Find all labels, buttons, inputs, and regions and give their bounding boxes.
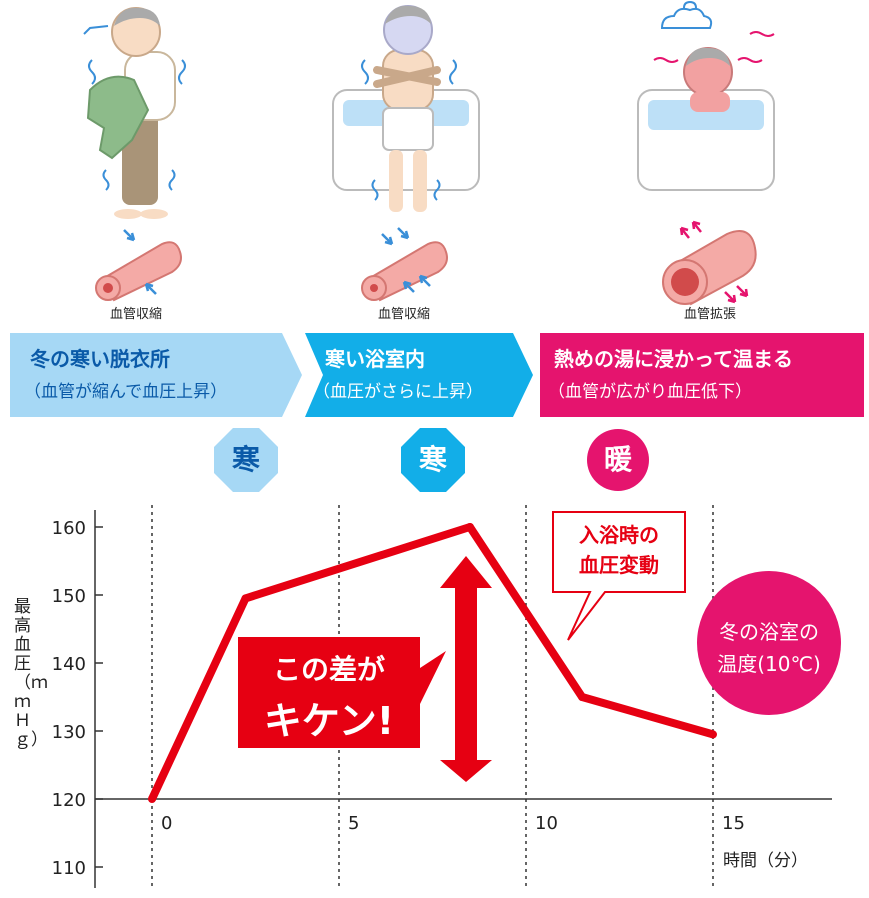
vessel-constricted-icon-2 [361,227,448,302]
data-point [709,730,717,739]
stage-banner-bathroom: 寒い浴室内 （血圧がさらに上昇） [305,333,533,417]
stage-title: 寒い浴室内 [325,347,425,371]
vessel-dilated-icon [662,220,757,306]
data-point [148,795,156,803]
stage-title: 熱めの湯に浸かって温まる [554,347,793,371]
vessel-constricted-icon [95,229,182,302]
y-tick-label: 160 [52,518,86,539]
data-point [465,523,474,531]
danger-text-line1: この差が [272,653,385,686]
x-tick-label: 5 [348,813,359,834]
danger-label-box [238,637,446,748]
stage-banner-hot-bath: 熱めの湯に浸かって温まる （血管が広がり血圧低下） [540,333,864,417]
vessel-label-1: 血管収縮 [109,307,162,322]
cold-badge-2: 寒 [401,428,465,492]
callout-bubble [552,511,686,641]
stage-subtitle: （血管が広がり血圧低下） [548,382,752,402]
vessel-label-2: 血管収縮 [377,307,430,322]
cold-badge-label: 寒 [418,443,447,476]
y-tick-label: 110 [52,858,86,879]
person-undressing-illustration [83,7,186,219]
callout-text: 入浴時の 血圧変動 [579,523,659,577]
chart-axes [94,510,832,888]
warm-badge-label: 暖 [603,443,632,476]
temperature-text-line2: 温度(10℃) [717,652,821,676]
stage-subtitle: （血管が縮んで血圧上昇） [24,382,228,402]
y-tick-label: 120 [52,790,86,811]
x-tick-label: 15 [722,813,745,834]
person-hot-bath-illustration [637,0,775,191]
chart-ticks: 0 5 10 15 110 120 130 140 150 160 [52,518,745,879]
difference-arrow [440,556,492,782]
x-axis-label: 時間（分） [723,851,808,871]
y-tick-label: 130 [52,722,86,743]
temperature-text-line1: 冬の浴室の [719,620,819,644]
data-point [241,594,250,603]
x-tick-label: 0 [161,813,172,834]
y-tick-label: 140 [52,654,86,675]
temperature-circle [697,571,841,715]
cold-badge-label: 寒 [231,443,260,476]
y-axis-label: 最高血圧（ｍｍＨｇ） [14,597,48,750]
danger-text-line2: キケン! [263,699,395,743]
stage-banner-dressing-room: 冬の寒い脱衣所 （血管が縮んで血圧上昇） [10,333,302,417]
warm-badge: 暖 [586,428,650,492]
data-point [578,693,587,701]
stage-title: 冬の寒い脱衣所 [30,347,170,371]
person-bathroom-illustration [332,5,480,212]
x-tick-label: 10 [535,813,558,834]
y-tick-label: 150 [52,586,86,607]
vessel-label-3: 血管拡張 [683,307,736,322]
cold-badge-1: 寒 [214,428,278,492]
stage-subtitle: （血圧がさらに上昇） [313,382,483,402]
